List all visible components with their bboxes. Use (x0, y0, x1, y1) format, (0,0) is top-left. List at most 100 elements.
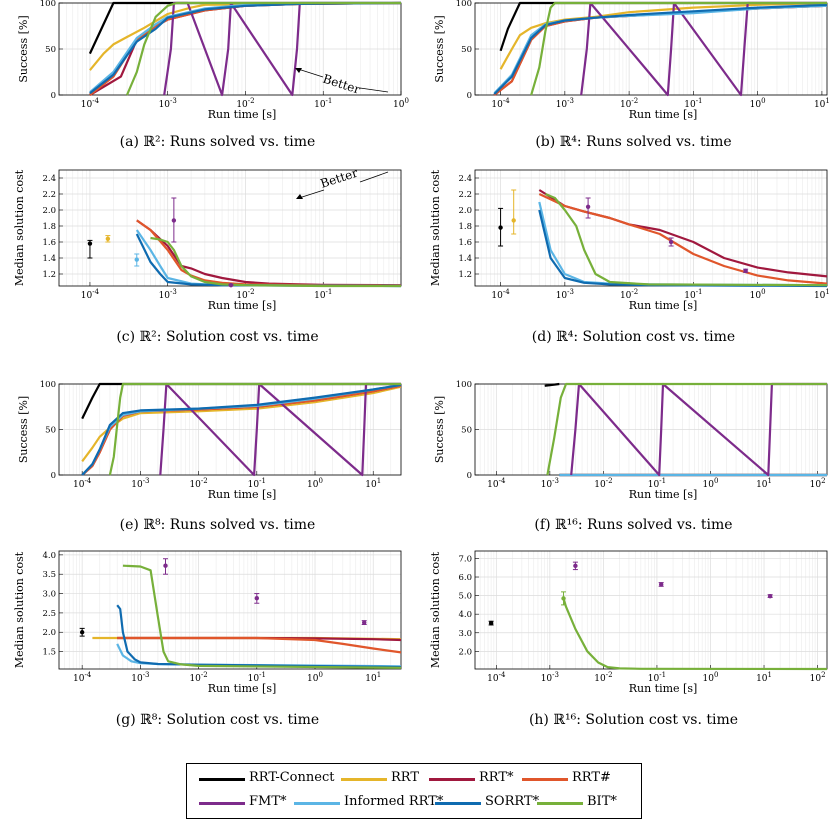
x-tick-label: 10-4 (81, 97, 100, 110)
x-tick-label: 10-2 (189, 477, 207, 490)
x-tick-label: 10-3 (131, 477, 149, 490)
series-line-fmt- (570, 382, 827, 477)
plot-frame (58, 169, 402, 287)
x-tick-label: 10-4 (487, 477, 506, 490)
y-tick-label: 4.0 (458, 610, 472, 620)
x-tick-label: 10-3 (556, 97, 574, 110)
y-tick-label: 1.5 (42, 648, 56, 658)
chart-a: 0 50 100 10-4 10-3 10-2 10-1 100 Run time [s] Suc… (17, 0, 409, 121)
x-tick-label: 10-2 (594, 477, 612, 490)
y-tick-label: 2.4 (42, 174, 56, 184)
caption-c: (c) ℝ²: Solution cost vs. time (116, 329, 319, 345)
median-point (134, 257, 139, 262)
series-group (488, 561, 827, 671)
caption-f: (f) ℝ¹⁶: Runs solved vs. time (534, 517, 733, 533)
x-tick-label: 10-1 (314, 97, 332, 110)
chart-h: 2.0 3.0 4.0 5.0 6.0 7.0 10-4 10-3 10-2 10-1 100 101… (429, 550, 828, 695)
median-point (668, 239, 674, 245)
y-tick-label: 100 (456, 380, 472, 390)
x-tick-label: 10-4 (73, 477, 92, 490)
chart-d: 1.2 1.4 1.6 1.8 2.0 2.2 2.4 10-4 10-3 10-2 10-1 100… (429, 169, 830, 312)
y-tick-label: 3.0 (42, 590, 56, 600)
chart-e: 0 50 100 10-4 10-3 10-2 10-1 100 101 Run time [s]… (17, 380, 402, 501)
y-axis-label: Success [%] (17, 15, 30, 82)
x-tick-label: 10-1 (314, 288, 332, 301)
y-axis-label: Median solution cost (429, 169, 442, 286)
better-annotation: Better (321, 72, 362, 97)
better-arrowhead (296, 194, 303, 199)
series-line-sorrt- (89, 1, 401, 95)
series-group (88, 1, 401, 97)
x-tick-label: 102 (810, 671, 826, 684)
chart-g: 1.5 2.0 2.5 3.0 3.5 4.0 10-4 10-3 10-2 10-1 100 101… (13, 550, 402, 695)
series-line-bit- (125, 1, 401, 96)
median-point (163, 563, 168, 568)
y-axis-label: Success [%] (17, 396, 30, 463)
y-axis-label: Success [%] (433, 396, 446, 463)
legend-swatch (537, 802, 583, 805)
y-tick-label: 0 (467, 471, 472, 481)
x-axis-label: Run time [s] (629, 682, 698, 695)
series-line-sorrt- (116, 604, 401, 669)
legend-label: RRT* (479, 770, 514, 785)
y-tick-label: 5.0 (458, 592, 472, 602)
x-tick-label: 10-3 (541, 671, 559, 684)
y-tick-label: 1.8 (458, 222, 472, 232)
x-tick-label: 10-3 (159, 97, 177, 110)
median-point (573, 563, 578, 569)
median-point (228, 283, 234, 288)
y-tick-label: 0 (51, 471, 56, 481)
y-tick-label: 50 (45, 45, 56, 55)
y-tick-label: 2.0 (458, 206, 472, 216)
y-tick-label: 0 (467, 91, 472, 101)
y-tick-label: 3.0 (458, 629, 472, 639)
caption-e: (e) ℝ⁸: Runs solved vs. time (119, 517, 316, 533)
y-tick-label: 4.0 (42, 551, 56, 561)
y-tick-label: 50 (461, 426, 472, 436)
x-axis-label: Run time [s] (629, 299, 698, 312)
series-group (544, 382, 827, 477)
y-tick-label: 50 (461, 45, 472, 55)
x-tick-label: 100 (750, 288, 766, 301)
series-line-bit- (122, 564, 401, 669)
legend-label: SORRT* (485, 794, 540, 809)
x-tick-label: 10-4 (73, 671, 92, 684)
median-point (488, 620, 494, 626)
series-group (79, 558, 401, 669)
median-point (498, 225, 503, 230)
median-point (511, 218, 516, 223)
caption-h: (h) ℝ¹⁶: Solution cost vs. time (528, 712, 739, 728)
better-tail (359, 87, 389, 93)
x-tick-label: 100 (393, 97, 409, 110)
legend-label: Informed RRT* (344, 794, 444, 809)
y-axis-label: Median solution cost (13, 169, 26, 286)
y-tick-label: 0 (51, 91, 56, 101)
legend-swatch (429, 778, 475, 781)
x-axis-label: Run time [s] (208, 682, 277, 695)
x-tick-label: 102 (810, 477, 826, 490)
y-axis-label: Success [%] (433, 15, 446, 82)
median-point (743, 268, 748, 273)
y-axis-label: Median solution cost (429, 551, 442, 668)
series-line-rrt- (538, 193, 827, 285)
legend: RRT-Connect RRT RRT* RRT# FMT* Informed … (186, 763, 642, 819)
x-tick-label: 10-3 (541, 477, 559, 490)
x-tick-label: 101 (756, 671, 772, 684)
legend-label: RRT (391, 770, 420, 785)
x-tick-label: 10-3 (131, 671, 149, 684)
y-tick-label: 1.4 (458, 254, 472, 264)
x-axis-label: Run time [s] (208, 488, 277, 501)
series-line-bit- (546, 382, 827, 476)
y-tick-label: 1.8 (42, 222, 56, 232)
series-line-bit- (108, 382, 401, 476)
x-tick-label: 101 (814, 97, 830, 110)
median-point (767, 593, 773, 599)
x-tick-label: 101 (365, 477, 381, 490)
y-tick-label: 100 (40, 0, 56, 9)
better-tail (359, 171, 389, 183)
x-tick-label: 10-1 (648, 671, 666, 684)
y-tick-label: 1.6 (458, 238, 472, 248)
y-tick-label: 2.2 (42, 190, 56, 200)
x-tick-label: 10-2 (236, 288, 254, 301)
x-tick-label: 10-2 (189, 671, 207, 684)
